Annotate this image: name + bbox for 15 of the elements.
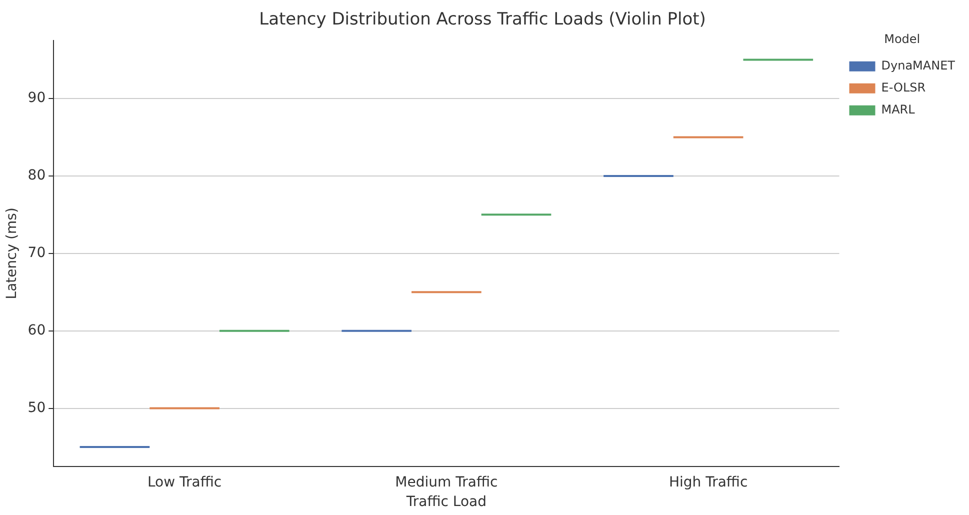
x-tick-label: High Traffic xyxy=(668,474,748,490)
y-axis-title: Latency (ms) xyxy=(4,208,20,300)
legend-label: MARL xyxy=(881,102,916,117)
y-tick-label: 90 xyxy=(28,90,46,106)
y-tick-label: 50 xyxy=(28,400,46,416)
legend-label: DynaMANET xyxy=(881,58,956,73)
y-tick-label: 60 xyxy=(28,322,46,338)
legend-label: E-OLSR xyxy=(881,80,926,95)
y-tick-label: 70 xyxy=(28,245,46,262)
x-tick-label: Medium Traffic xyxy=(395,474,498,490)
chart-title: Latency Distribution Across Traffic Loads (Violin Plot) xyxy=(259,10,706,30)
legend-title: Model xyxy=(884,32,920,46)
y-tick-label: 80 xyxy=(28,168,46,184)
x-tick-label: Low Traffic xyxy=(148,474,222,490)
x-axis-title: Traffic Load xyxy=(405,494,486,510)
